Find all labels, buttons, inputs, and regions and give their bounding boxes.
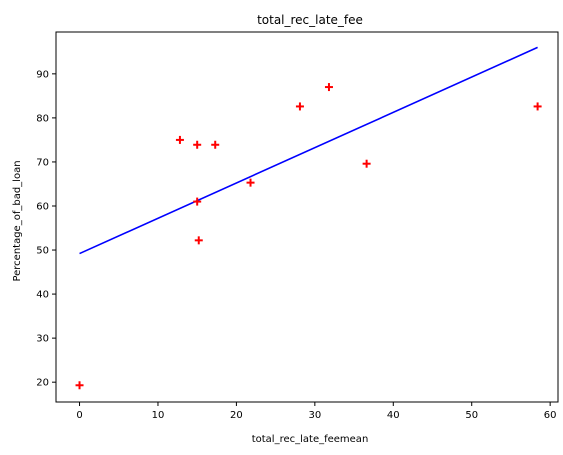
y-tick-label: 80 [36, 113, 49, 124]
y-axis-label: Percentage_of_bad_loan [12, 160, 23, 281]
data-point [246, 178, 255, 187]
regression-line [79, 46, 538, 255]
y-tick-label: 30 [36, 334, 49, 345]
data-point [362, 159, 371, 168]
data-point [75, 381, 84, 390]
x-tick-label: 30 [308, 410, 321, 421]
data-point [194, 236, 203, 245]
x-tick-label: 10 [152, 410, 165, 421]
x-tick-label: 0 [76, 410, 82, 421]
y-tick-label: 90 [36, 69, 49, 80]
data-point [211, 140, 220, 149]
data-point [193, 197, 202, 206]
y-tick-label: 20 [36, 378, 49, 389]
data-point [175, 135, 184, 144]
y-tick-label: 50 [36, 246, 49, 257]
data-point [295, 102, 304, 111]
plot-area: 0 10 20 30 40 50 60 20 30 40 50 60 70 80 90 [36, 31, 559, 421]
y-tick-label: 40 [36, 290, 49, 301]
x-tick-label: 50 [465, 410, 478, 421]
x-tick-label: 20 [230, 410, 243, 421]
y-tick-label: 60 [36, 201, 49, 212]
data-point [533, 102, 542, 111]
chart-title: total_rec_late_fee [257, 13, 363, 27]
x-axis-label: total_rec_late_feemean [252, 434, 369, 445]
data-point [193, 140, 202, 149]
y-tick-label: 70 [36, 157, 49, 168]
plot-frame [55, 31, 559, 403]
data-point [324, 83, 333, 92]
x-tick-label: 40 [387, 410, 400, 421]
x-tick-label: 60 [544, 410, 557, 421]
